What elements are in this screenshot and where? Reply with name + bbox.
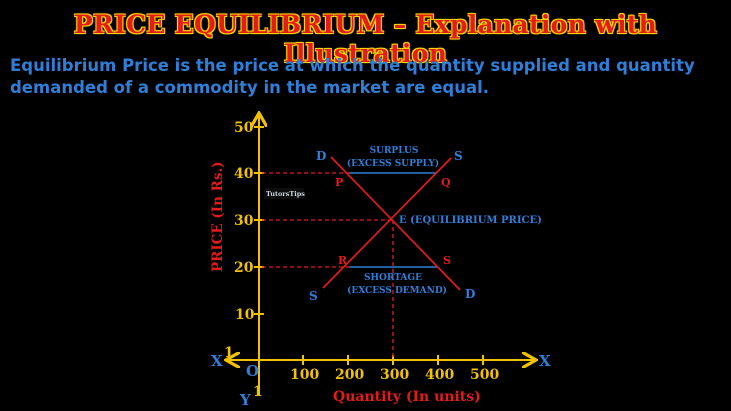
y-axis-title: PRICE (In Rs.) — [210, 161, 226, 272]
point-p-label: P — [335, 176, 343, 189]
x-tick-label: 300 — [380, 367, 409, 383]
y-tick-label: 50 — [234, 120, 254, 136]
x-negative-label: X — [211, 352, 223, 370]
y-tick-label: 30 — [234, 213, 254, 229]
demand-top-label: D — [316, 149, 326, 163]
tutorstips-logo: TutorsTips — [264, 188, 305, 199]
y-negative-label: Y — [239, 391, 251, 409]
page-title: PRICE EQUILIBRIUM – Explanation with Ill… — [73, 10, 658, 68]
point-r-label: R — [338, 254, 348, 267]
y-tick-label: 40 — [234, 166, 254, 182]
x-tick-label: 200 — [335, 367, 364, 383]
supply-bottom-label: S — [309, 289, 318, 303]
x-tick-label: 500 — [470, 367, 499, 383]
demand-bottom-label: D — [465, 287, 475, 301]
y-tick-label: 20 — [234, 260, 254, 276]
origin-label: O — [246, 362, 259, 380]
equilibrium-point-label: E (EQUILIBRIUM PRICE) — [399, 215, 542, 226]
x-axis-title: Quantity (In units) — [333, 389, 481, 405]
x-tick-label: 100 — [290, 367, 319, 383]
x-negative-superscript: 1 — [224, 345, 234, 361]
shortage-title: SHORTAGE — [364, 273, 422, 283]
definition-text: Equilibrium Price is the price at which … — [10, 56, 695, 97]
supply-curve — [322, 157, 452, 289]
y-negative-superscript: 1 — [253, 384, 263, 400]
point-q-label: Q — [441, 176, 451, 189]
surplus-subtitle: (EXCESS SUPPLY) — [347, 158, 439, 169]
x-positive-label: X — [539, 352, 551, 370]
supply-top-label: S — [454, 149, 463, 163]
point-s-label: S — [443, 254, 451, 267]
surplus-title: SURPLUS — [370, 146, 419, 156]
tutorstips-logo-text: TutorsTips — [266, 190, 305, 198]
shortage-subtitle: (EXCESS DEMAND) — [347, 285, 447, 296]
demand-curve — [330, 156, 461, 291]
x-tick-label: 400 — [425, 367, 454, 383]
y-tick-label: 10 — [235, 307, 255, 323]
dashed-guides — [262, 172, 394, 358]
